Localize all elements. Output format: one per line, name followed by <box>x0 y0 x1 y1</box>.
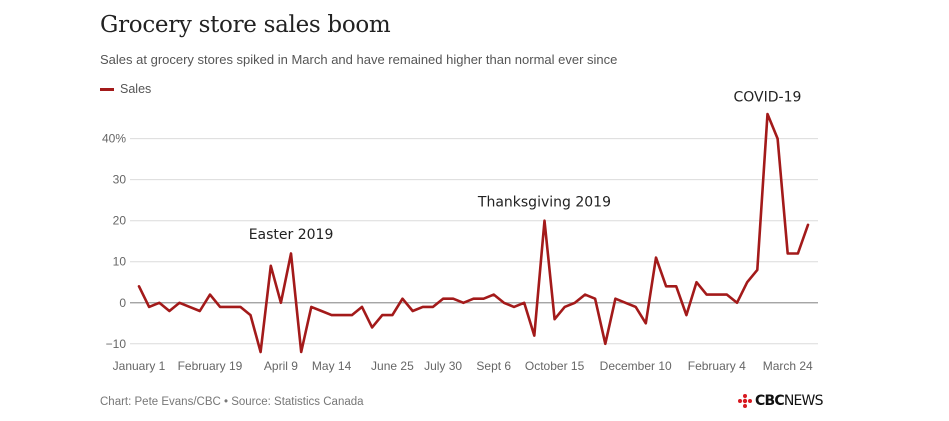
chart-title: Grocery store sales boom <box>100 12 391 38</box>
annotation-label: Thanksgiving 2019 <box>477 194 611 210</box>
legend-swatch <box>100 87 114 91</box>
y-tick-label: 10 <box>113 255 127 269</box>
y-tick-label: −10 <box>106 337 127 351</box>
x-tick-label: Sept 6 <box>476 359 511 373</box>
chart-subtitle: Sales at grocery stores spiked in March … <box>100 52 618 67</box>
annotation-label: COVID-19 <box>734 90 802 106</box>
x-tick-label: March 24 <box>763 359 813 373</box>
cbc-gem-icon <box>738 394 752 408</box>
cbc-news-logo: CBCNEWS <box>738 393 823 409</box>
y-tick-label: 20 <box>113 214 127 228</box>
y-tick-label: 40% <box>102 132 126 146</box>
x-tick-label: July 30 <box>424 359 462 373</box>
x-tick-label: January 1 <box>113 359 166 373</box>
x-tick-label: June 25 <box>371 359 414 373</box>
x-tick-label: February 4 <box>688 359 746 373</box>
x-tick-label: May 14 <box>312 359 352 373</box>
x-tick-label: December 10 <box>600 359 672 373</box>
x-tick-label: April 9 <box>264 359 298 373</box>
annotation-label: Easter 2019 <box>249 227 334 243</box>
legend: Sales <box>100 82 151 96</box>
legend-label: Sales <box>120 82 152 96</box>
y-tick-label: 30 <box>113 173 127 187</box>
sales-series-line <box>137 112 810 354</box>
chart-credit: Chart: Pete Evans/CBC • Source: Statisti… <box>100 396 364 408</box>
y-tick-label: 0 <box>119 296 126 310</box>
logo-text: CBCNEWS <box>755 393 823 409</box>
x-tick-label: February 19 <box>178 359 243 373</box>
x-tick-label: October 15 <box>525 359 585 373</box>
